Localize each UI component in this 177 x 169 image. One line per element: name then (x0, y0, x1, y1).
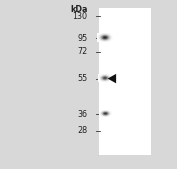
Text: 130: 130 (73, 11, 88, 21)
Text: 72: 72 (77, 47, 88, 56)
Text: 95: 95 (77, 33, 88, 43)
Polygon shape (108, 74, 116, 83)
Text: kDa: kDa (70, 5, 88, 14)
Text: 36: 36 (78, 110, 88, 119)
Bar (98, 8, 151, 155)
Text: 28: 28 (78, 126, 88, 136)
Text: 55: 55 (77, 74, 88, 83)
